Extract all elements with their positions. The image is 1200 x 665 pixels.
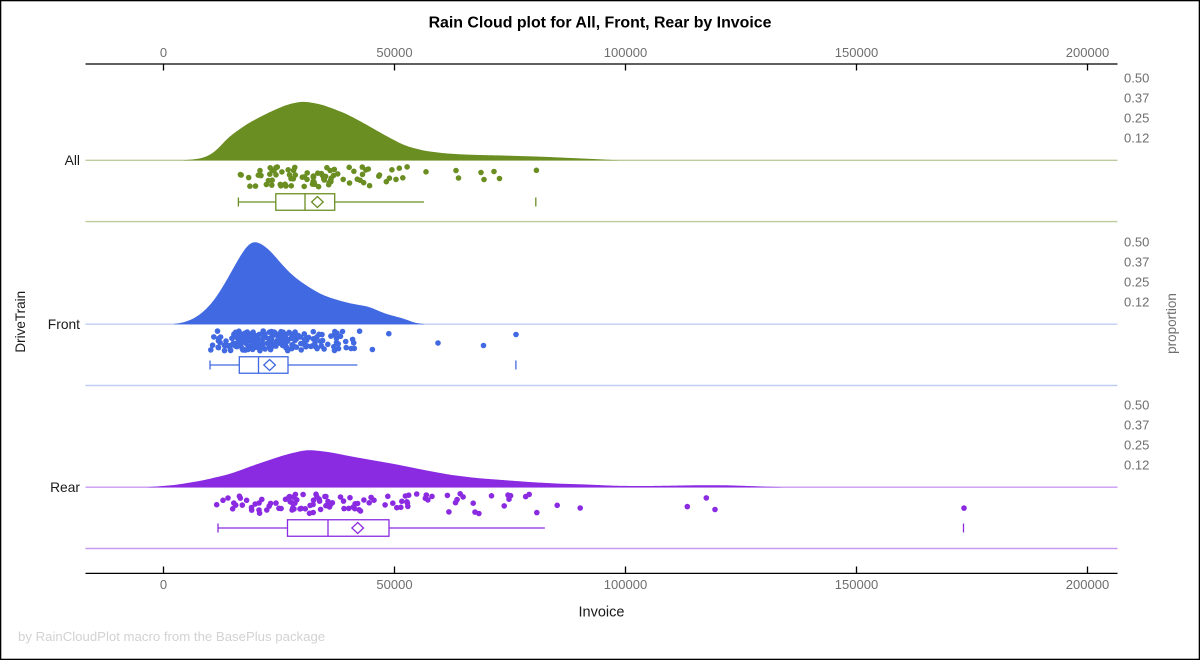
svg-text:0.37: 0.37 (1124, 91, 1149, 106)
svg-text:50000: 50000 (376, 45, 412, 60)
svg-text:0: 0 (160, 577, 167, 592)
svg-text:Rear: Rear (50, 480, 80, 495)
svg-text:150000: 150000 (835, 45, 878, 60)
svg-text:200000: 200000 (1066, 45, 1109, 60)
svg-text:0.12: 0.12 (1124, 295, 1149, 310)
svg-text:0.25: 0.25 (1124, 111, 1149, 126)
svg-text:DriveTrain: DriveTrain (13, 291, 28, 353)
svg-text:All: All (65, 153, 80, 168)
svg-text:0.50: 0.50 (1124, 71, 1149, 86)
svg-text:0.37: 0.37 (1124, 418, 1149, 433)
svg-text:200000: 200000 (1066, 577, 1109, 592)
svg-text:by RainCloudPlot macro from th: by RainCloudPlot macro from the BasePlus… (18, 629, 325, 644)
svg-text:Front: Front (48, 317, 80, 332)
svg-text:Invoice: Invoice (579, 605, 625, 621)
svg-text:100000: 100000 (604, 577, 647, 592)
svg-text:0.50: 0.50 (1124, 234, 1149, 249)
svg-text:100000: 100000 (604, 45, 647, 60)
svg-text:0.25: 0.25 (1124, 275, 1149, 290)
svg-text:150000: 150000 (835, 577, 878, 592)
svg-text:0.50: 0.50 (1124, 397, 1149, 412)
svg-text:0.12: 0.12 (1124, 131, 1149, 146)
svg-text:0: 0 (160, 45, 167, 60)
svg-text:0.12: 0.12 (1124, 458, 1149, 473)
svg-text:0.37: 0.37 (1124, 255, 1149, 270)
svg-text:50000: 50000 (376, 577, 412, 592)
svg-text:0.25: 0.25 (1124, 438, 1149, 453)
svg-text:Rain Cloud plot for All, Front: Rain Cloud plot for All, Front, Rear by … (429, 15, 772, 32)
svg-text:proportion: proportion (1164, 293, 1179, 354)
